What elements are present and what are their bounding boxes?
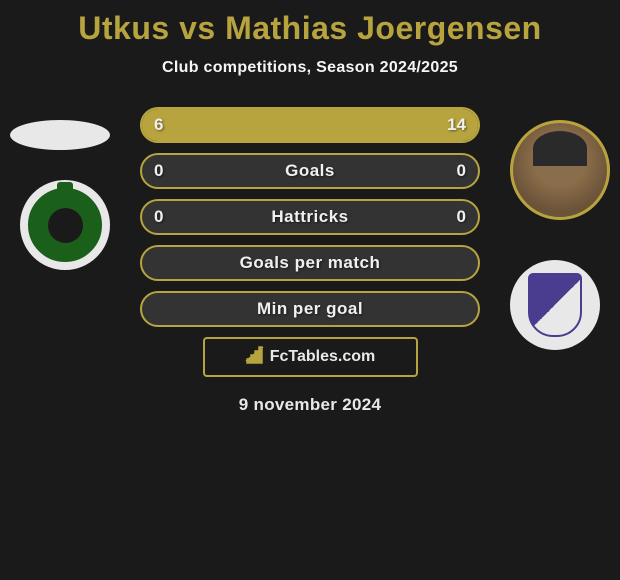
stat-label: Hattricks — [271, 207, 348, 227]
stat-left-value: 6 — [154, 115, 163, 135]
stat-left-value: 0 — [154, 161, 163, 181]
watermark: FcTables.com — [203, 337, 418, 377]
stat-label: Goals per match — [240, 253, 381, 273]
chart-icon — [245, 345, 265, 370]
stat-row-min-per-goal: Min per goal — [140, 291, 480, 327]
watermark-text: FcTables.com — [270, 348, 376, 366]
stat-fill-right — [243, 109, 478, 141]
comparison-title: Utkus vs Mathias Joergensen — [0, 10, 620, 47]
stat-row-hattricks: 0 Hattricks 0 — [140, 199, 480, 235]
stat-right-value: 14 — [447, 115, 466, 135]
stat-row-goals: 0 Goals 0 — [140, 153, 480, 189]
stat-row-goals-per-match: Goals per match — [140, 245, 480, 281]
stat-right-value: 0 — [457, 207, 466, 227]
stat-label: Min per goal — [257, 299, 363, 319]
infographic-container: Utkus vs Mathias Joergensen Club competi… — [0, 0, 620, 425]
stat-left-value: 0 — [154, 207, 163, 227]
date-text: 9 november 2024 — [140, 395, 480, 415]
comparison-subtitle: Club competitions, Season 2024/2025 — [0, 59, 620, 77]
stats-area: 6 Matches 14 0 Goals 0 0 Hattricks 0 Goa… — [0, 107, 620, 415]
stat-right-value: 0 — [457, 161, 466, 181]
stat-label: Goals — [285, 161, 335, 181]
stat-row-matches: 6 Matches 14 — [140, 107, 480, 143]
